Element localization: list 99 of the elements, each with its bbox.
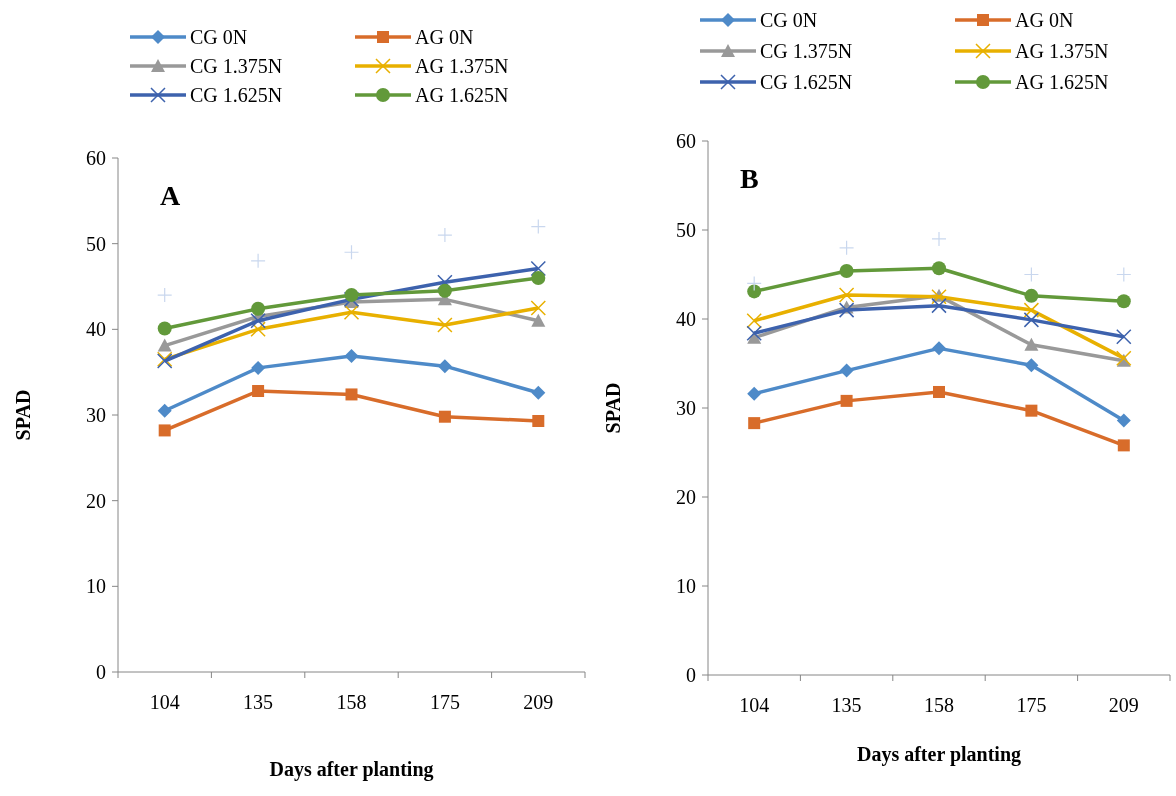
point <box>747 386 762 401</box>
point <box>1023 302 1040 318</box>
point <box>157 321 172 336</box>
point <box>931 231 947 247</box>
legend-label: CG 0N <box>190 26 248 48</box>
point <box>840 394 853 407</box>
point <box>530 260 547 277</box>
legend-label: CG 0N <box>760 9 818 31</box>
point <box>1024 337 1039 351</box>
y-tick-label: 10 <box>676 575 696 597</box>
point <box>531 385 546 400</box>
point <box>531 313 546 327</box>
annotation: B <box>740 163 759 194</box>
legend-label: CG 1.625N <box>190 84 283 106</box>
x-tick-label: 158 <box>924 694 954 716</box>
point <box>251 301 266 316</box>
point <box>838 302 855 318</box>
x-tick-label: 104 <box>149 691 180 713</box>
y-tick-label: 0 <box>686 664 696 686</box>
point <box>746 325 762 341</box>
point <box>932 341 946 356</box>
point <box>838 287 855 303</box>
point <box>1024 358 1039 373</box>
x-tick-label: 175 <box>1016 694 1047 716</box>
y-tick-label: 0 <box>96 661 106 683</box>
point <box>748 417 761 430</box>
point <box>344 348 359 363</box>
point <box>1116 266 1132 283</box>
y-tick-label: 50 <box>676 219 696 241</box>
x-tick-label: 135 <box>831 694 862 716</box>
point <box>157 287 173 303</box>
point <box>437 317 453 333</box>
point <box>530 218 546 235</box>
y-tick-label: 50 <box>86 232 106 255</box>
point <box>1025 404 1038 417</box>
point <box>158 424 171 437</box>
legend-label: AG 1.375N <box>415 55 509 77</box>
x-tick-label: 209 <box>1108 694 1139 716</box>
point <box>344 288 359 303</box>
point <box>437 359 452 374</box>
y-tick-label: 20 <box>86 489 106 512</box>
y-tick-label: 60 <box>86 147 106 169</box>
y-axis-title: SPAD <box>12 389 34 441</box>
point <box>437 283 452 298</box>
point <box>250 321 266 338</box>
y-tick-label: 20 <box>676 486 696 508</box>
point <box>932 261 946 276</box>
point <box>251 360 266 375</box>
point <box>839 263 854 278</box>
x-tick-label: 135 <box>243 691 274 713</box>
point <box>438 410 451 423</box>
point <box>1023 312 1040 328</box>
point <box>532 415 545 427</box>
point <box>343 304 360 320</box>
point <box>931 297 947 314</box>
y-tick-label: 40 <box>676 308 696 330</box>
point <box>530 300 547 316</box>
y-tick-label: 30 <box>676 397 696 419</box>
point <box>1024 288 1039 303</box>
x-tick-label: 158 <box>336 691 367 713</box>
point <box>157 338 172 352</box>
legend-label: CG 1.625N <box>760 71 853 93</box>
point <box>531 270 546 285</box>
point <box>839 240 855 256</box>
legend-label: AG 0N <box>415 26 474 48</box>
point <box>933 385 945 398</box>
y-tick-label: 10 <box>86 575 106 598</box>
legend-label: AG 1.625N <box>415 84 509 106</box>
legend-label: AG 1.625N <box>1015 71 1109 93</box>
x-tick-label: 104 <box>739 694 770 716</box>
y-axis-title: SPAD <box>602 382 624 434</box>
point <box>746 313 762 329</box>
legend-label: CG 1.375N <box>760 40 853 62</box>
legend-label: AG 0N <box>1015 9 1074 31</box>
point <box>1116 329 1132 345</box>
point <box>157 403 172 418</box>
y-tick-label: 60 <box>676 130 696 152</box>
y-tick-label: 40 <box>86 318 106 341</box>
point <box>1117 439 1130 452</box>
point <box>250 253 266 269</box>
x-tick-label: 209 <box>523 691 554 713</box>
point <box>747 284 762 299</box>
point <box>839 363 854 378</box>
point <box>1116 294 1131 309</box>
point <box>250 313 266 329</box>
point <box>252 385 265 398</box>
point <box>345 388 358 401</box>
annotation: A <box>160 180 181 211</box>
legend-label: CG 1.375N <box>190 55 283 77</box>
legend-label: AG 1.375N <box>1015 40 1109 62</box>
point <box>746 275 762 291</box>
point <box>343 244 360 260</box>
y-tick-label: 30 <box>86 404 106 426</box>
point <box>1023 266 1039 283</box>
point <box>437 227 453 243</box>
point <box>1116 413 1131 428</box>
x-axis-title: Days after planting <box>856 743 1022 766</box>
x-tick-label: 175 <box>429 691 460 713</box>
x-axis-title: Days after planting <box>269 758 434 781</box>
